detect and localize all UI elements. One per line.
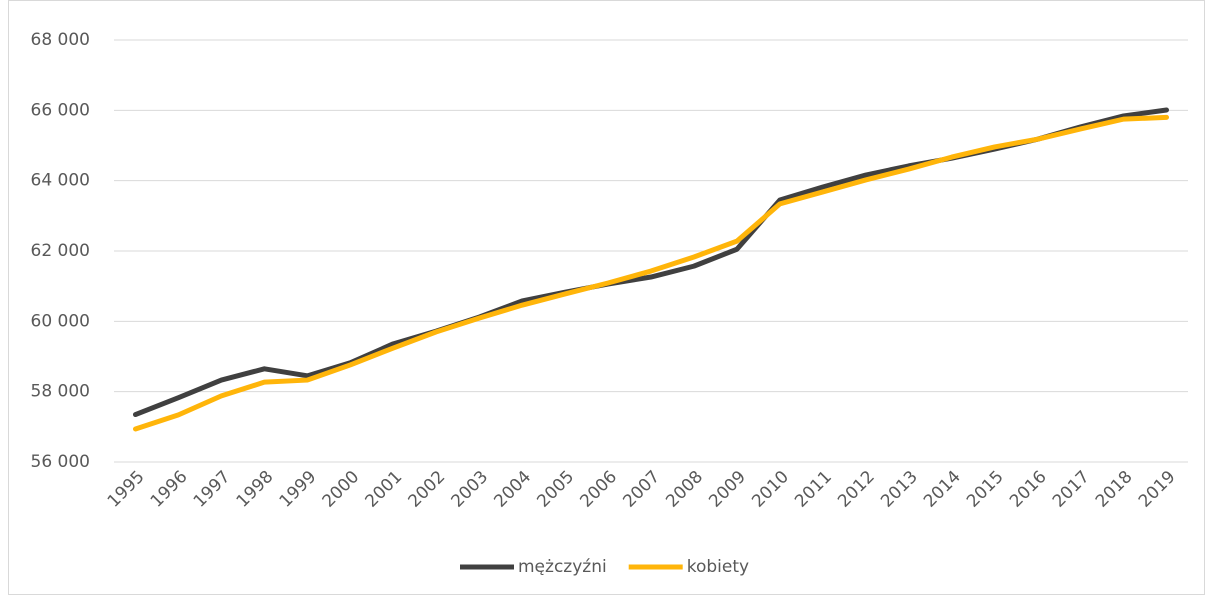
legend-label: kobiety (687, 557, 749, 577)
y-tick-label: 66 000 (31, 100, 90, 120)
y-tick-label: 62 000 (31, 241, 90, 261)
legend-label: mężczyźni (518, 557, 607, 577)
y-tick-label: 58 000 (31, 382, 90, 402)
y-tick-label: 56 000 (31, 452, 90, 472)
y-tick-label: 64 000 (31, 171, 90, 191)
line-series (132, 114, 1170, 432)
y-tick-label: 68 000 (31, 30, 90, 50)
chart-frame (8, 0, 1205, 595)
y-tick-label: 60 000 (31, 311, 90, 331)
